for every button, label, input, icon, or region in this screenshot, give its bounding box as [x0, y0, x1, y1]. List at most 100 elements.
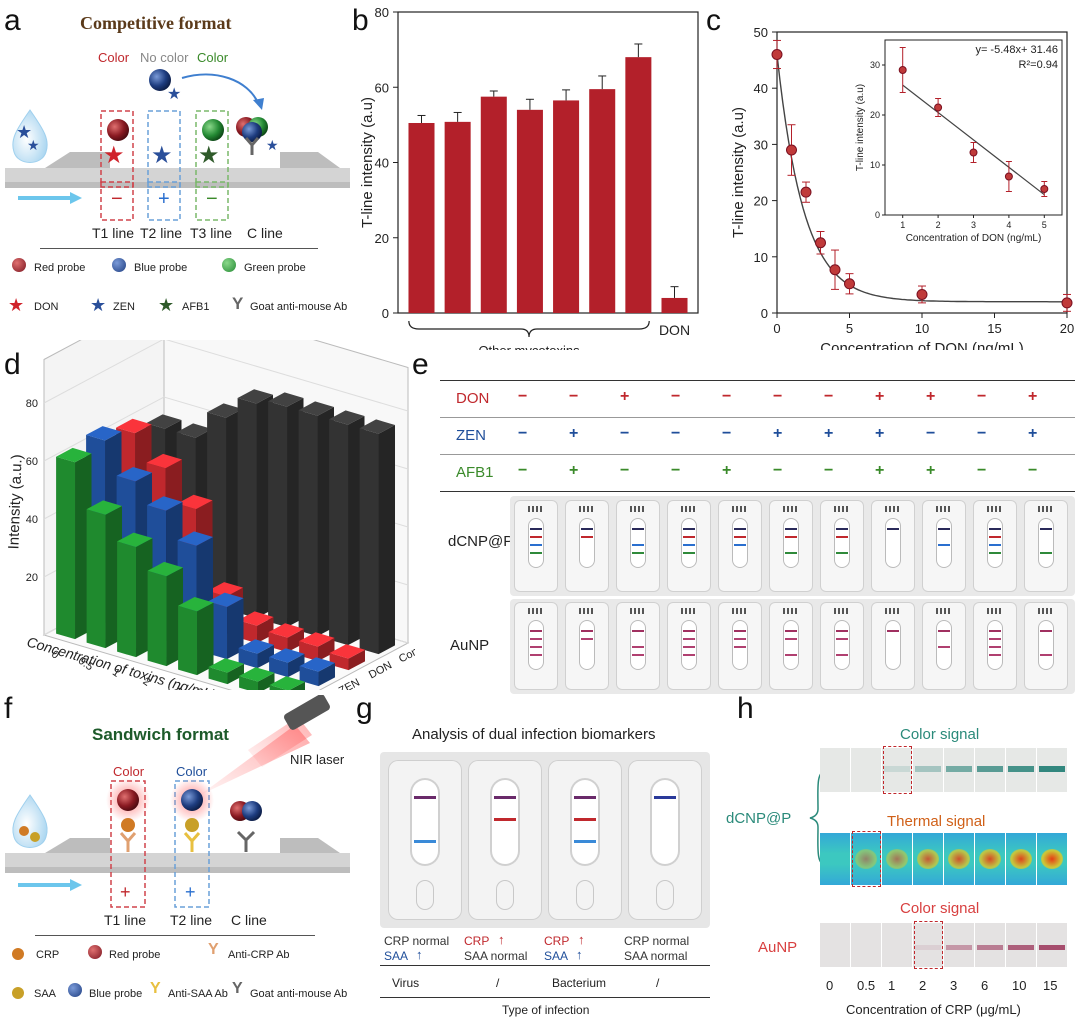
- t2-line: [734, 646, 746, 648]
- bar-top: [329, 644, 366, 659]
- legend-red-probe: Red probe: [34, 262, 86, 274]
- bar-3d: [86, 500, 123, 649]
- cassette-window: [681, 620, 697, 670]
- bar-top: [146, 453, 183, 469]
- t1-line: [836, 638, 848, 640]
- bar-top: [207, 582, 244, 597]
- t2-line: [632, 646, 644, 648]
- aunp-strip-cell: [851, 923, 881, 967]
- cassette-dots: [834, 506, 850, 512]
- x-tick-label: 0: [826, 978, 834, 993]
- bar-side: [197, 602, 214, 676]
- bar-side: [348, 649, 366, 671]
- bar-top: [237, 389, 274, 404]
- blue-star-probe: ★: [167, 86, 182, 103]
- sign-cell: −: [977, 462, 987, 479]
- y-tick-label: 20: [754, 194, 768, 209]
- x-tick-label: 0: [49, 648, 61, 661]
- saa-line: [574, 840, 596, 843]
- inset-point: [969, 148, 978, 157]
- bar-top: [178, 597, 214, 612]
- sign-cell: −: [671, 388, 681, 405]
- inset-x-tick-label: 2: [936, 220, 941, 230]
- bar: [444, 121, 471, 314]
- sign-cell: −: [620, 462, 630, 479]
- dcnp-cassette: [820, 500, 864, 592]
- inset-point: [1040, 185, 1049, 193]
- bar-3d: [237, 389, 274, 619]
- t1-line: [581, 638, 593, 640]
- t2-dashed-box: [147, 110, 181, 188]
- thermal-cell: [882, 833, 912, 885]
- cassette-dots: [579, 608, 595, 614]
- g-rule-bottom: [380, 997, 710, 998]
- bar-side: [289, 681, 306, 690]
- cassette-cell: [388, 760, 462, 920]
- z-tick-label: 80: [26, 398, 38, 410]
- thermal-cell: [851, 833, 881, 885]
- up-arrow-icon: ↑: [416, 947, 423, 962]
- cassette-window: [490, 778, 520, 866]
- c-line: [938, 630, 950, 632]
- data-point: [916, 288, 928, 300]
- strip-row-label-dcnp: dCNP@P: [448, 533, 514, 550]
- legend-goat-ab-f: Goat anti-mouse Ab: [250, 988, 348, 1000]
- cassette-dots: [681, 608, 697, 614]
- cassette-window: [650, 778, 680, 866]
- t1-dashed-box: [100, 110, 134, 188]
- f-sign-t1: +: [120, 882, 131, 902]
- aunp-cassette: [871, 602, 915, 690]
- inset-y-tick-label: 30: [870, 60, 880, 70]
- bar-top: [86, 426, 122, 441]
- inset-point: [934, 103, 943, 112]
- bar-top: [269, 676, 306, 690]
- x-tick-label: 1: [888, 978, 896, 993]
- crp-status: CRP normal: [624, 934, 690, 948]
- panel-label-c: c: [706, 4, 721, 37]
- cassette-window: [528, 620, 544, 670]
- z-tick-label: 20: [26, 572, 38, 584]
- t3-line: [1040, 654, 1052, 656]
- x-tick-label: 1: [110, 666, 122, 679]
- sample-well: [656, 880, 674, 910]
- bar: [480, 96, 507, 313]
- sign-cell: +: [926, 462, 936, 479]
- z-tick-label: 40: [26, 514, 38, 526]
- x-tick-label: 2: [919, 978, 927, 993]
- sign-cell: +: [875, 462, 885, 479]
- bar-top: [177, 531, 214, 546]
- t2-line: [938, 544, 950, 546]
- bar-front: [208, 667, 228, 685]
- c-line: [1040, 630, 1052, 632]
- sign-cell: +: [620, 388, 630, 405]
- bar-side: [227, 598, 244, 660]
- c-line: [683, 528, 695, 530]
- bar-3d: [269, 648, 305, 678]
- up-arrow-icon: ↑: [498, 932, 505, 947]
- bar-top: [238, 611, 274, 626]
- bar-3d: [329, 410, 365, 646]
- x-tick-label: 0: [773, 321, 780, 336]
- cassette-window: [783, 620, 799, 670]
- cassette-dots: [987, 608, 1003, 614]
- sample-well: [576, 880, 594, 910]
- c-line: [734, 630, 746, 632]
- cassette-window: [885, 518, 901, 568]
- bar-top: [177, 494, 213, 510]
- bar-side: [227, 663, 245, 685]
- aunp-cassette: [1024, 602, 1068, 690]
- cassette-window: [630, 518, 646, 568]
- dcnp-cassette: [1024, 500, 1068, 592]
- z-tick-label: 60: [26, 456, 38, 468]
- blue-star-c: ★: [266, 137, 279, 153]
- x-axis-label: Concentration of DON (ng/mL): [820, 340, 1023, 350]
- t3-line: [785, 654, 797, 656]
- sign-t3: −: [206, 188, 218, 210]
- legend-crp: CRP: [36, 949, 60, 961]
- t1-line: [581, 536, 593, 538]
- bar-front: [268, 401, 288, 628]
- sign-cell: −: [569, 388, 579, 405]
- color-strip-cell: [820, 748, 850, 792]
- cassette-dots: [528, 506, 544, 512]
- inset-y-axis-label: T-line intensity (a.u): [855, 84, 866, 171]
